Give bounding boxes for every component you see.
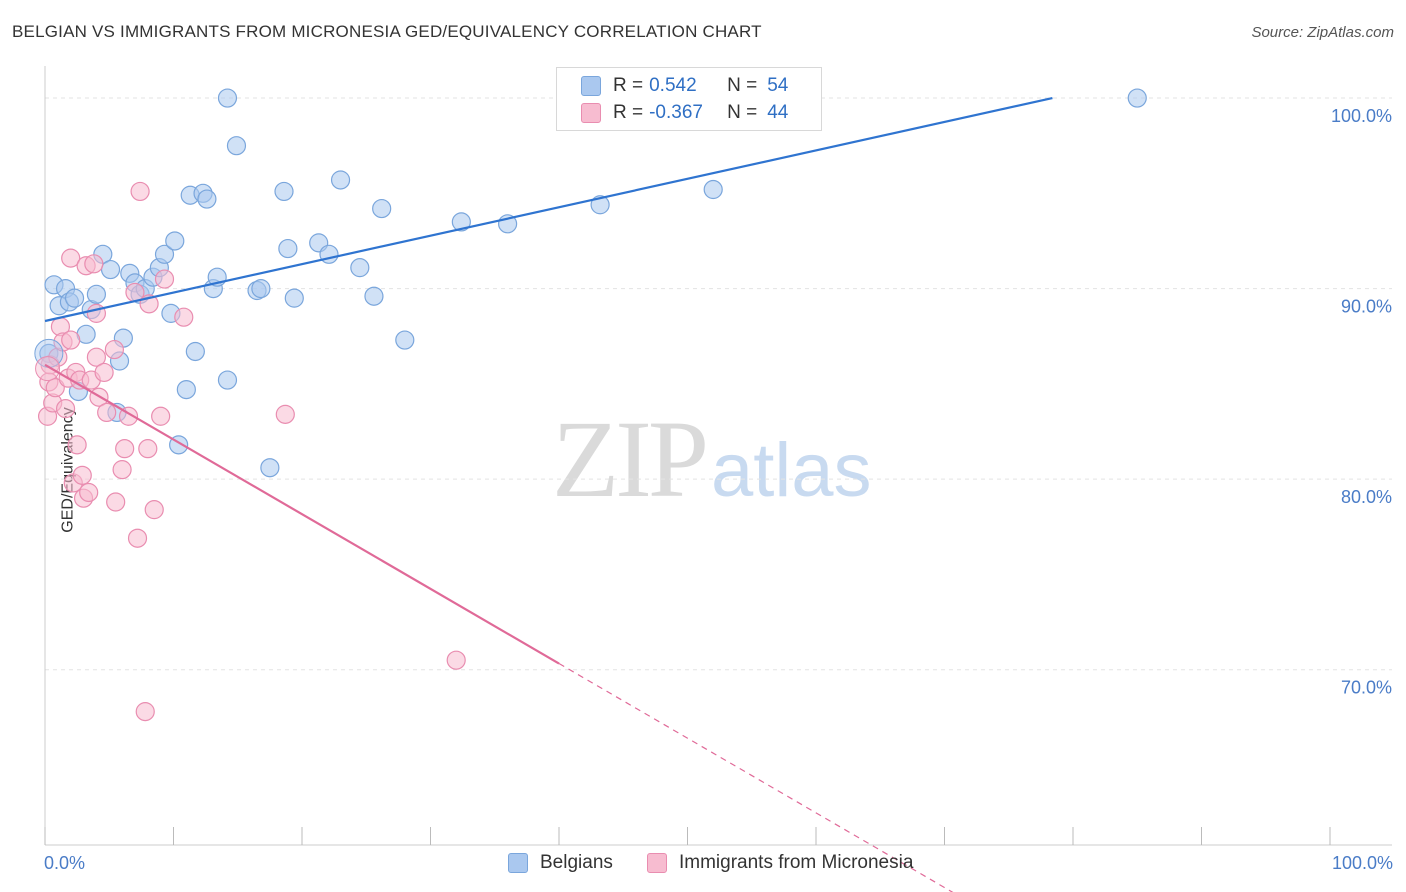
data-point <box>174 307 194 327</box>
trend-line-micronesia <box>44 363 560 665</box>
watermark-zip: ZIP <box>552 398 709 520</box>
legend-n-label: N = <box>727 75 758 96</box>
legend-swatch-pink <box>581 103 601 123</box>
data-point <box>130 181 150 202</box>
legend-swatch-blue <box>508 853 528 873</box>
data-point <box>275 404 295 424</box>
data-point <box>104 339 124 360</box>
data-point <box>372 198 392 219</box>
data-point <box>217 88 238 108</box>
data-point <box>86 303 107 323</box>
data-point <box>100 259 121 280</box>
data-point <box>703 179 723 200</box>
data-point <box>364 286 384 306</box>
chart-title: BELGIAN VS IMMIGRANTS FROM MICRONESIA GE… <box>12 22 762 41</box>
data-point <box>112 460 132 480</box>
data-point <box>61 248 81 268</box>
data-point <box>185 341 205 362</box>
legend-r-value: 0.542 <box>649 75 697 96</box>
data-point <box>86 347 107 367</box>
data-point <box>251 279 271 299</box>
data-point <box>86 284 107 304</box>
legend-item-belgians[interactable]: Belgians <box>508 852 613 874</box>
trend-line-belgians <box>44 96 1053 323</box>
watermark: ZIPatlas <box>552 395 872 523</box>
x-tick-label: 0.0% <box>44 853 85 873</box>
data-point-cluster <box>35 356 61 382</box>
data-point <box>106 492 126 512</box>
legend-label-micronesia: Immigrants from Micronesia <box>679 852 914 873</box>
data-point <box>151 406 171 426</box>
legend-item-micronesia[interactable]: Immigrants from Micronesia <box>647 852 913 874</box>
data-point <box>64 288 85 308</box>
data-point <box>446 650 466 670</box>
data-point <box>84 254 104 274</box>
data-point <box>144 500 164 520</box>
data-point <box>154 269 175 289</box>
data-point <box>61 330 81 350</box>
data-point <box>67 435 87 455</box>
legend-row-micronesia: R = -0.367 N = 44 <box>581 101 788 125</box>
data-point <box>278 238 298 259</box>
y-tick-label: 80.0% <box>1341 487 1392 507</box>
legend-r-label: R = <box>613 75 644 96</box>
data-point <box>197 189 217 209</box>
legend-swatch-blue <box>581 76 601 96</box>
trend-line-extrapolated <box>558 662 954 892</box>
legend-r-label: R = <box>613 102 644 123</box>
source-credit: Source: ZipAtlas.com <box>1251 24 1394 41</box>
legend-r-value: -0.367 <box>649 102 703 123</box>
y-tick-label: 100.0% <box>1331 106 1392 126</box>
data-point <box>217 370 238 390</box>
data-point <box>135 702 155 722</box>
data-point <box>72 465 92 485</box>
data-point <box>350 258 370 278</box>
legend-swatch-pink <box>647 853 667 873</box>
stats-legend: R = 0.542 N = 54 R = -0.367 N = 44 <box>556 67 822 131</box>
data-point <box>260 458 280 478</box>
y-tick-label: 70.0% <box>1341 678 1392 698</box>
data-point <box>45 378 65 398</box>
data-point <box>274 181 294 202</box>
legend-row-belgians: R = 0.542 N = 54 <box>581 74 788 98</box>
data-point <box>284 288 304 308</box>
data-point <box>154 244 175 264</box>
data-point <box>176 379 196 400</box>
x-tick-label: 100.0% <box>1332 853 1393 873</box>
y-tick-label: 90.0% <box>1341 297 1392 317</box>
legend-n-value: 54 <box>767 75 789 96</box>
data-point <box>127 528 148 548</box>
data-point <box>330 170 351 190</box>
data-point <box>138 439 158 459</box>
legend-label-belgians: Belgians <box>540 852 613 873</box>
data-point <box>94 362 114 383</box>
data-point <box>97 402 117 423</box>
data-point <box>395 330 415 350</box>
data-point <box>55 399 76 419</box>
series-legend: Belgians Immigrants from Micronesia <box>0 852 1406 878</box>
legend-n-value: 44 <box>767 102 789 123</box>
data-point <box>165 231 185 251</box>
data-point <box>451 212 471 232</box>
data-point <box>1127 88 1147 108</box>
watermark-atlas: atlas <box>711 428 872 513</box>
legend-n-label: N = <box>727 102 758 123</box>
data-point <box>79 482 99 503</box>
data-point <box>226 136 247 156</box>
data-point <box>115 439 135 459</box>
